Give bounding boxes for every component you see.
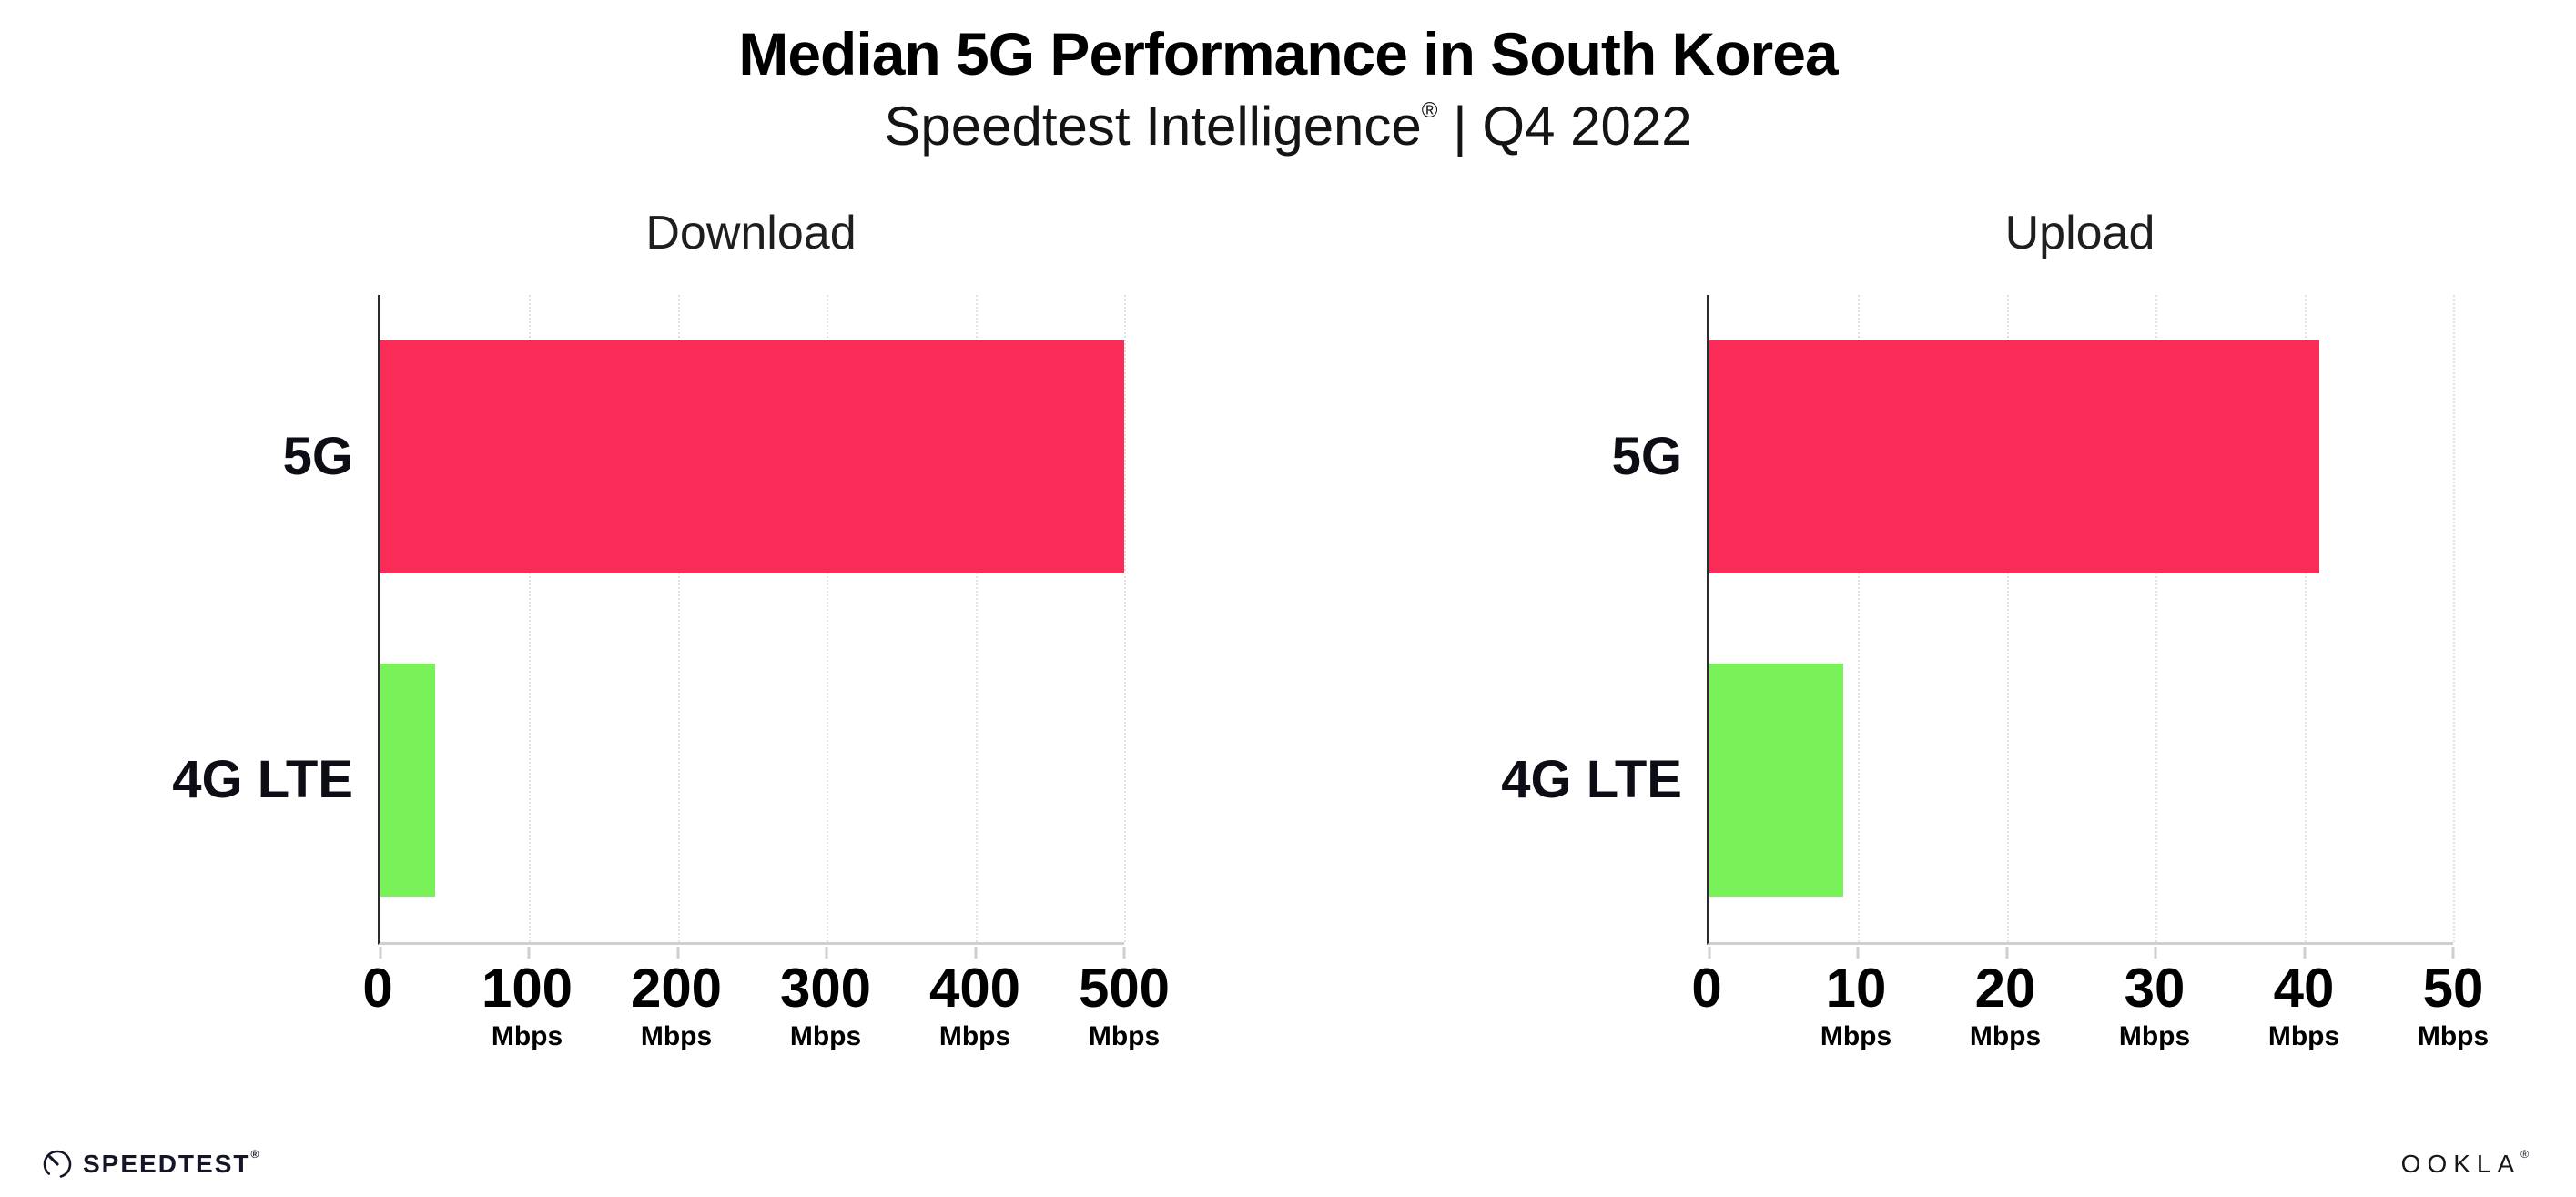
x-tick-value: 200 (630, 957, 723, 1019)
x-tick-unit: Mbps (1969, 1020, 2042, 1051)
footer: SPEEDTEST® OOKLA® (41, 1148, 2535, 1181)
category-label: 4G LTE (1501, 750, 1682, 810)
charts-row: Download 5G 4G LTE 0 100 Mbps 200 Mbps 300 Mbps… (0, 209, 2576, 1100)
category-label: 5G (282, 426, 353, 486)
gridline (2453, 294, 2455, 942)
bar-5g (380, 340, 1124, 573)
x-axis: 0 100 Mbps 200 Mbps 300 Mbps 400 Mbps 500 Mbps (362, 945, 1170, 1100)
gridline (2304, 294, 2307, 942)
x-tick-label: 400 Mbps (928, 957, 1021, 1051)
x-tick-value: 100 (481, 957, 573, 1019)
x-tick-value: 0 (362, 957, 393, 1019)
gridline (1858, 294, 1861, 942)
x-tick-label: 300 Mbps (779, 957, 872, 1051)
rows: 5G 4G LTE (172, 295, 1124, 942)
rows: 5G 4G LTE (1501, 295, 2453, 942)
tick-mark (2303, 946, 2307, 959)
x-tick-unit: Mbps (1820, 1020, 1892, 1051)
x-tick-label: 200 Mbps (630, 957, 723, 1051)
subtitle-period: | Q4 2022 (1437, 95, 1692, 157)
chart-download: Download 5G 4G LTE 0 100 Mbps 200 Mbps 300 Mbps… (123, 206, 1170, 1100)
chart-title: Download (645, 206, 857, 259)
grid-layer (380, 294, 1126, 942)
x-tick-value: 20 (1974, 957, 2036, 1019)
chart-title: Upload (2004, 206, 2155, 259)
gridline (2155, 294, 2158, 942)
speedtest-label: SPEEDTEST® (83, 1148, 261, 1178)
grid-layer (1709, 294, 2455, 942)
gridline (677, 294, 680, 942)
page-title: Median 5G Performance in South Korea (738, 20, 1838, 87)
x-tick-unit: Mbps (491, 1020, 563, 1051)
category-label: 4G LTE (172, 750, 353, 810)
gridline (975, 294, 978, 942)
header: Median 5G Performance in South Korea Spe… (0, 0, 2576, 157)
x-tick-unit: Mbps (2267, 1020, 2340, 1051)
x-tick-value: 0 (1691, 957, 1722, 1019)
x-tick-value: 300 (779, 957, 872, 1019)
gridline (2006, 294, 2009, 942)
plot-area: 5G 4G LTE (172, 294, 1126, 959)
x-tick-unit: Mbps (1088, 1020, 1161, 1051)
bar-row: 5G (283, 295, 1124, 619)
x-tick-label: 100 Mbps (481, 957, 573, 1051)
x-tick-value: 30 (2124, 957, 2186, 1019)
x-tick-unit: Mbps (789, 1020, 862, 1051)
x-tick-value: 40 (2273, 957, 2335, 1019)
x-tick-value: 500 (1078, 957, 1171, 1019)
x-tick-value: 10 (1825, 957, 1887, 1019)
tick-mark (2451, 946, 2455, 959)
speedtest-trademark: ® (250, 1148, 261, 1161)
category-label: 5G (1611, 426, 1682, 486)
bar-4g-lte (1709, 664, 1844, 898)
x-tick-label: 0 (1691, 957, 1722, 1019)
tick-mark (527, 946, 531, 959)
x-tick-unit: Mbps (640, 1020, 713, 1051)
chart-upload: Upload 5G 4G LTE 0 10 Mbps 20 Mbps 30 Mbps 40 Mbp… (1452, 206, 2489, 1100)
subtitle-brand: Speedtest Intelligence (884, 95, 1422, 157)
bar-4g-lte (380, 664, 436, 898)
x-tick-label: 500 Mbps (1078, 957, 1171, 1051)
x-tick-value: 400 (928, 957, 1021, 1019)
tick-mark (1856, 946, 1860, 959)
tick-mark (1708, 946, 1711, 959)
gridline (529, 294, 532, 942)
tick-mark (825, 946, 828, 959)
tick-mark (1122, 946, 1126, 959)
ookla-trademark: ® (2520, 1148, 2535, 1161)
x-tick-value: 50 (2422, 957, 2484, 1019)
tick-mark (2154, 946, 2157, 959)
gridline (827, 294, 829, 942)
x-tick-unit: Mbps (938, 1020, 1011, 1051)
tick-mark (379, 946, 382, 959)
x-tick-label: 30 Mbps (2118, 957, 2191, 1051)
speedtest-logo: SPEEDTEST® (41, 1148, 260, 1181)
x-axis: 0 10 Mbps 20 Mbps 30 Mbps 40 Mbps 50 Mbps (1691, 945, 2489, 1100)
tick-mark (676, 946, 680, 959)
x-tick-label: 40 Mbps (2267, 957, 2340, 1051)
x-tick-label: 20 Mbps (1969, 957, 2042, 1051)
ookla-logo: OOKLA® (2400, 1148, 2535, 1178)
bar-row: 4G LTE (172, 618, 1124, 942)
tick-mark (2005, 946, 2009, 959)
x-tick-unit: Mbps (2118, 1020, 2191, 1051)
bar-5g (1709, 340, 2319, 573)
page-subtitle: Speedtest Intelligence® | Q4 2022 (0, 96, 2576, 157)
plot-area: 5G 4G LTE (1501, 294, 2455, 959)
speedtest-gauge-icon (43, 1150, 72, 1179)
x-tick-label: 50 Mbps (2417, 957, 2490, 1051)
tick-mark (974, 946, 978, 959)
x-tick-label: 10 Mbps (1820, 957, 1892, 1051)
x-tick-label: 0 (362, 957, 393, 1019)
x-tick-unit: Mbps (2417, 1020, 2490, 1051)
bar-row: 5G (1612, 295, 2453, 619)
gridline (1124, 294, 1126, 942)
bar-row: 4G LTE (1501, 618, 2453, 942)
registered-mark: ® (1421, 97, 1438, 123)
